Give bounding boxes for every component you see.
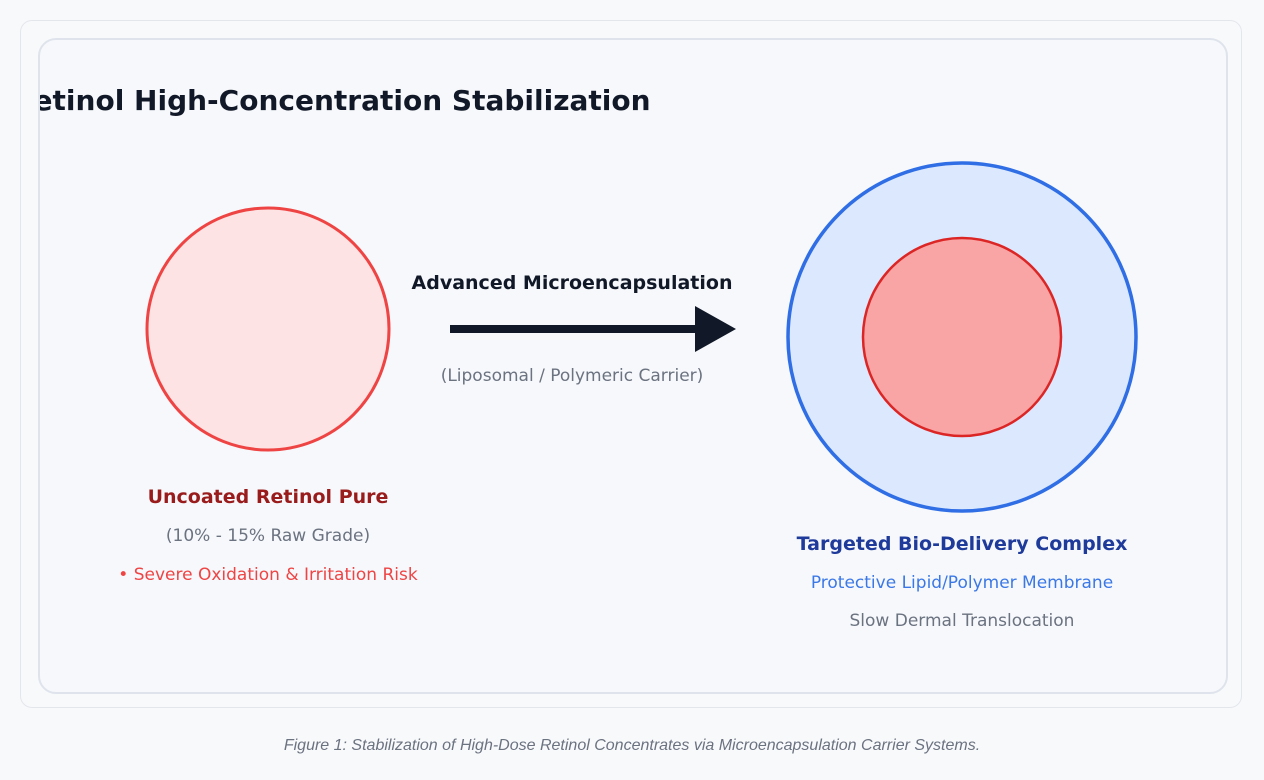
diagram-canvas: Retinol High-Concentration Stabilization… (40, 84, 1138, 631)
diagram-title: Retinol High-Concentration Stabilization (40, 84, 651, 117)
figure-caption: Figure 1: Stabilization of High-Dose Ret… (283, 737, 981, 754)
arrow-sublabel: (Liposomal / Polymeric Carrier) (441, 366, 704, 386)
raw-retinol-label: Uncoated Retinol Pure (148, 486, 389, 508)
retinol-core-circle (861, 236, 1063, 438)
arrow-label: Advanced Microencapsulation (412, 272, 733, 294)
membrane-label: Protective Lipid/Polymer Membrane (811, 573, 1113, 593)
release-label: Slow Dermal Translocation (850, 611, 1075, 631)
process-arrow-head (695, 306, 736, 352)
raw-retinol-circle (145, 206, 391, 452)
diagram-panel: Retinol High-Concentration Stabilization… (38, 38, 1228, 694)
risk-note: • Severe Oxidation & Irritation Risk (118, 565, 418, 585)
raw-grade-label: (10% - 15% Raw Grade) (166, 526, 370, 546)
complex-label: Targeted Bio-Delivery Complex (797, 533, 1128, 555)
